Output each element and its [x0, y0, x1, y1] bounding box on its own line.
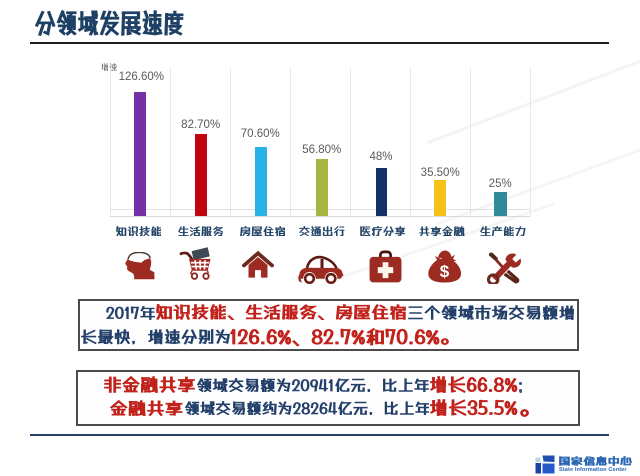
svg-text:$: $ [439, 262, 449, 281]
